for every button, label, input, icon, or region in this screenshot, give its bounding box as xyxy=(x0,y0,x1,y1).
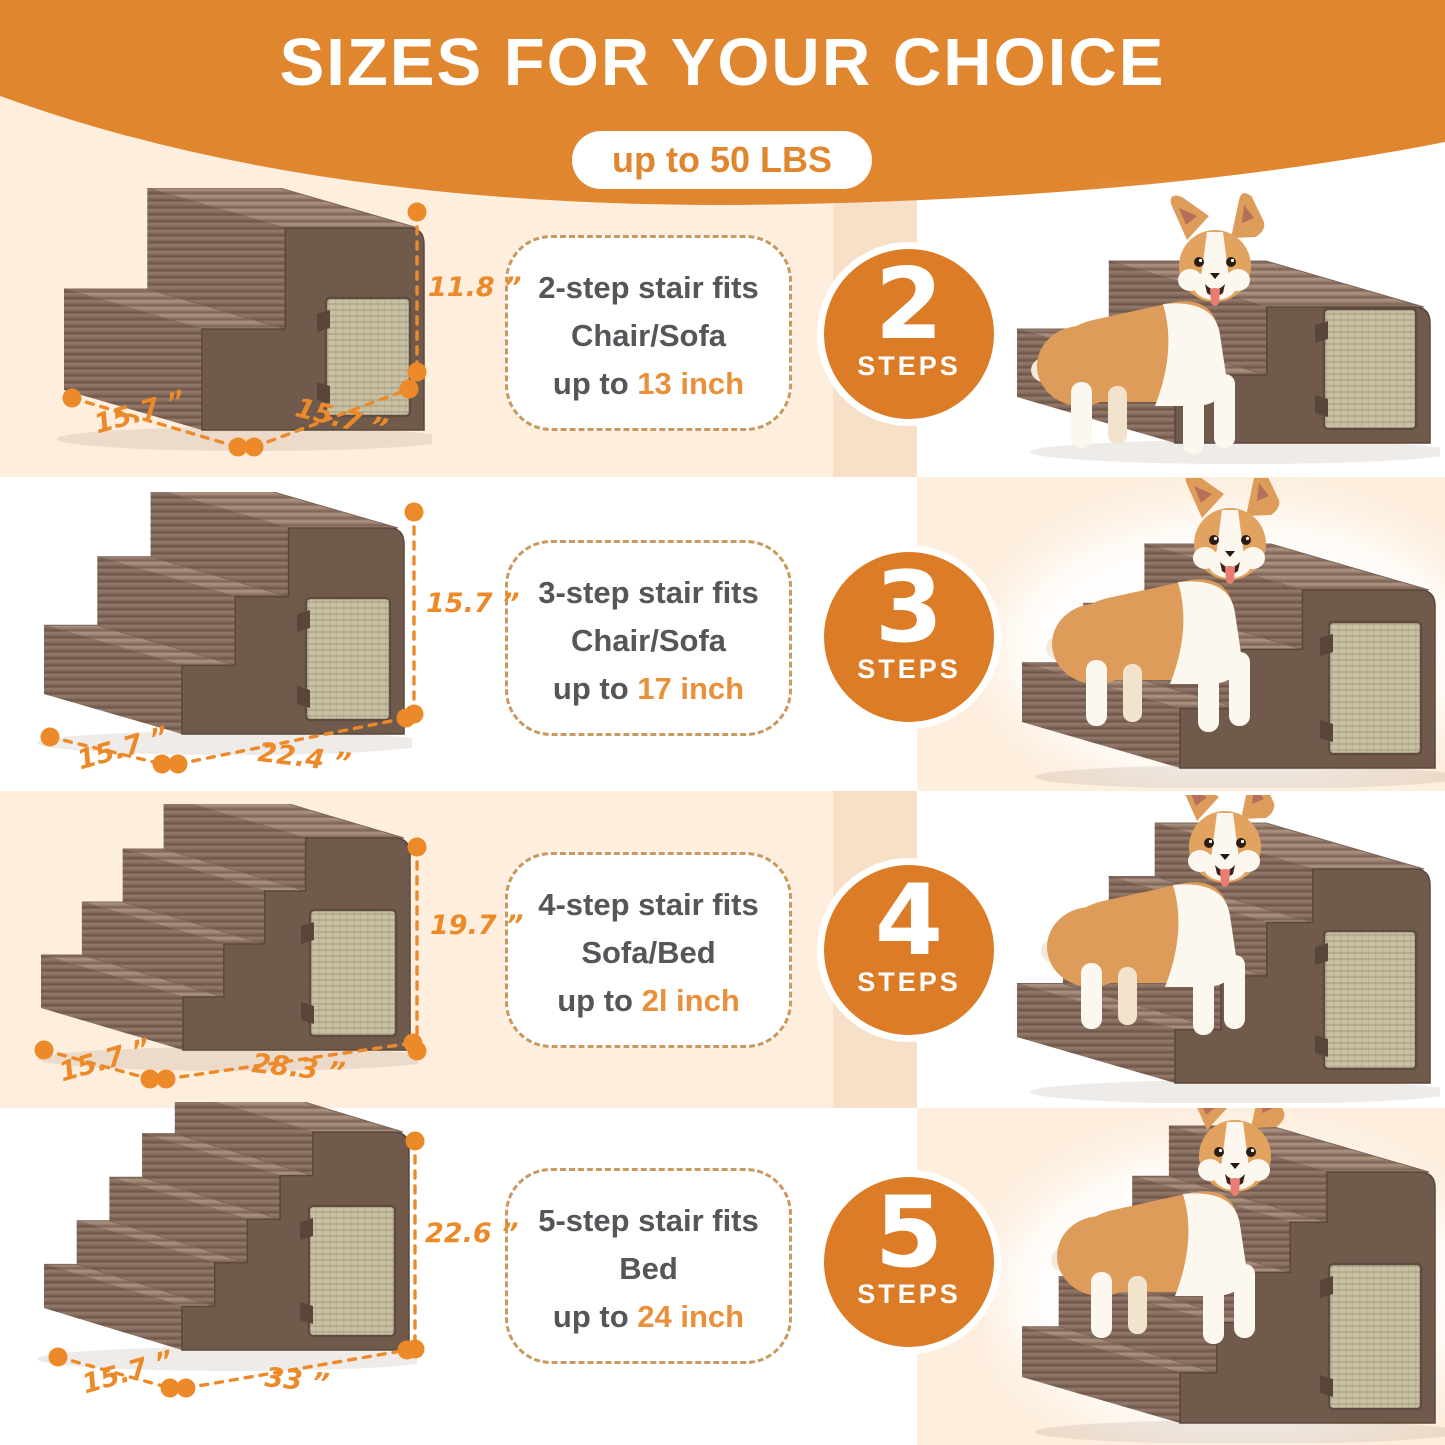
weight-limit-badge: up to 50 LBS xyxy=(572,131,872,189)
product-image-4-step xyxy=(38,804,418,1071)
description-line3: up to 13 inch xyxy=(552,366,745,401)
steps-label: STEPS xyxy=(857,351,961,381)
description-line1: 4-step stair fits xyxy=(538,887,759,922)
header-banner-shape xyxy=(0,0,1445,205)
steps-label: STEPS xyxy=(857,1279,961,1309)
fit-height-highlight: 13 inch xyxy=(637,366,745,401)
description-line1: 5-step stair fits xyxy=(538,1203,759,1238)
steps-label: STEPS xyxy=(857,654,961,684)
product-image-3-step xyxy=(37,492,412,755)
steps-label: STEPS xyxy=(857,967,961,997)
description-line1: 2-step stair fits xyxy=(538,270,759,305)
description-box-3-step: 3-step stair fits Chair/Sofa up to 17 in… xyxy=(505,540,792,736)
weight-limit-text: up to 50 LBS xyxy=(611,139,832,180)
description-line2: Sofa/Bed xyxy=(581,935,716,970)
steps-badge-2: 2 STEPS xyxy=(817,242,1001,426)
steps-badge-3: 3 STEPS xyxy=(817,545,1001,729)
steps-number: 5 xyxy=(874,1176,944,1290)
dim-width-label: 33 ” xyxy=(263,1362,331,1400)
description-line3: up to 2l inch xyxy=(557,983,740,1018)
description-line1: 3-step stair fits xyxy=(538,575,759,610)
description-box-2-step: 2-step stair fits Chair/Sofa up to 13 in… xyxy=(505,235,792,431)
description-box-4-step: 4-step stair fits Sofa/Bed up to 2l inch xyxy=(505,852,792,1048)
steps-number: 3 xyxy=(874,551,944,665)
fit-height-highlight: 2l inch xyxy=(641,983,740,1018)
dog-photo-3-step xyxy=(997,478,1445,788)
steps-number: 4 xyxy=(874,864,944,978)
description-box-5-step: 5-step stair fits Bed up to 24 inch xyxy=(505,1168,792,1364)
dim-height-label: 22.6 ” xyxy=(425,1218,519,1249)
steps-badge-4: 4 STEPS xyxy=(817,858,1001,1042)
dim-height-label: 19.7 ” xyxy=(430,910,524,941)
dim-height-label: 11.8 ” xyxy=(428,272,522,303)
dog-photo-5-step xyxy=(997,1108,1445,1443)
product-image-2-step xyxy=(57,188,432,451)
fit-height-highlight: 24 inch xyxy=(637,1299,745,1334)
description-line2: Bed xyxy=(619,1251,678,1286)
description-line3: up to 17 inch xyxy=(552,671,745,706)
dim-height-label: 15.7 ” xyxy=(426,588,520,619)
description-line2: Chair/Sofa xyxy=(570,318,727,353)
description-line3: up to 24 inch xyxy=(552,1299,745,1334)
dog-photo-2-step xyxy=(992,193,1440,465)
steps-badge-5: 5 STEPS xyxy=(817,1170,1001,1354)
dog-photo-4-step xyxy=(992,795,1440,1103)
fit-height-highlight: 17 inch xyxy=(637,671,745,706)
description-line2: Chair/Sofa xyxy=(570,623,727,658)
page-title: SIZES FOR YOUR CHOICE xyxy=(279,25,1166,100)
steps-number: 2 xyxy=(874,248,944,362)
product-image-5-step xyxy=(37,1102,417,1371)
